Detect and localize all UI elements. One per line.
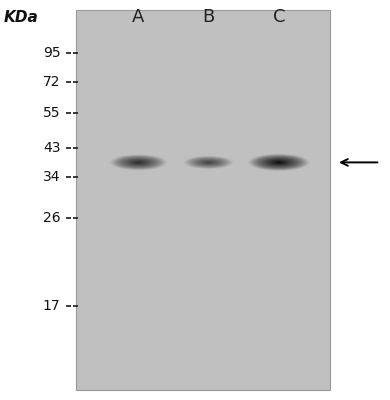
Ellipse shape — [135, 162, 142, 163]
Ellipse shape — [267, 159, 291, 166]
Ellipse shape — [256, 156, 301, 169]
Ellipse shape — [125, 159, 152, 166]
Ellipse shape — [268, 159, 289, 166]
Text: A: A — [132, 8, 145, 26]
Ellipse shape — [136, 162, 140, 163]
Ellipse shape — [128, 159, 149, 166]
Ellipse shape — [208, 162, 209, 163]
Ellipse shape — [137, 162, 140, 163]
Ellipse shape — [249, 154, 309, 171]
Ellipse shape — [191, 158, 226, 167]
Ellipse shape — [262, 158, 296, 167]
Text: 55: 55 — [43, 106, 60, 120]
Bar — [76, 10, 330, 390]
Ellipse shape — [276, 162, 282, 163]
Ellipse shape — [201, 160, 216, 164]
Ellipse shape — [200, 160, 218, 165]
Ellipse shape — [265, 158, 293, 166]
Ellipse shape — [204, 161, 213, 164]
Ellipse shape — [271, 160, 286, 164]
Ellipse shape — [253, 155, 305, 170]
Ellipse shape — [199, 160, 218, 165]
Ellipse shape — [266, 159, 292, 166]
Ellipse shape — [261, 157, 297, 168]
Ellipse shape — [129, 160, 147, 165]
Ellipse shape — [122, 158, 154, 167]
Ellipse shape — [272, 160, 285, 164]
Ellipse shape — [206, 162, 211, 163]
Ellipse shape — [121, 158, 156, 167]
Ellipse shape — [269, 160, 289, 165]
Ellipse shape — [114, 156, 163, 169]
Ellipse shape — [251, 154, 307, 170]
Ellipse shape — [187, 156, 230, 168]
Ellipse shape — [111, 155, 166, 170]
Ellipse shape — [195, 159, 222, 166]
Text: 95: 95 — [43, 46, 60, 60]
Ellipse shape — [116, 156, 161, 168]
Ellipse shape — [185, 156, 232, 169]
Ellipse shape — [190, 157, 228, 168]
Ellipse shape — [257, 156, 300, 168]
Ellipse shape — [186, 156, 232, 168]
Ellipse shape — [113, 155, 164, 170]
Ellipse shape — [248, 154, 310, 171]
Ellipse shape — [277, 162, 281, 163]
Text: C: C — [273, 8, 285, 26]
Ellipse shape — [263, 158, 295, 167]
Text: 34: 34 — [43, 170, 60, 184]
Ellipse shape — [254, 156, 303, 169]
Ellipse shape — [115, 156, 161, 169]
Ellipse shape — [275, 161, 283, 164]
Ellipse shape — [130, 160, 147, 165]
Ellipse shape — [270, 160, 287, 165]
Ellipse shape — [135, 161, 142, 164]
Ellipse shape — [119, 157, 158, 168]
Ellipse shape — [117, 156, 160, 168]
Ellipse shape — [259, 157, 298, 168]
Text: 17: 17 — [43, 299, 60, 313]
Ellipse shape — [278, 162, 280, 163]
Ellipse shape — [133, 161, 144, 164]
Ellipse shape — [188, 157, 230, 168]
Ellipse shape — [109, 154, 168, 170]
Ellipse shape — [197, 159, 220, 166]
Ellipse shape — [128, 160, 149, 165]
Ellipse shape — [252, 155, 306, 170]
Ellipse shape — [133, 161, 144, 164]
Ellipse shape — [255, 156, 302, 169]
Ellipse shape — [188, 157, 229, 168]
Ellipse shape — [250, 154, 308, 170]
Ellipse shape — [202, 160, 216, 164]
Ellipse shape — [207, 162, 211, 163]
Ellipse shape — [120, 157, 156, 168]
Text: 72: 72 — [43, 75, 60, 89]
Ellipse shape — [126, 159, 151, 166]
Ellipse shape — [118, 157, 159, 168]
Ellipse shape — [193, 158, 225, 166]
Ellipse shape — [131, 160, 145, 164]
Ellipse shape — [184, 156, 233, 169]
Text: B: B — [202, 8, 215, 26]
Ellipse shape — [112, 155, 165, 170]
Ellipse shape — [124, 158, 152, 166]
Ellipse shape — [259, 157, 299, 168]
Ellipse shape — [110, 154, 167, 170]
Text: 43: 43 — [43, 141, 60, 155]
Ellipse shape — [204, 161, 214, 164]
Text: KDa: KDa — [4, 10, 39, 26]
Ellipse shape — [192, 158, 225, 167]
Ellipse shape — [273, 161, 284, 164]
Ellipse shape — [198, 160, 219, 165]
Ellipse shape — [195, 159, 223, 166]
Ellipse shape — [190, 158, 227, 167]
Ellipse shape — [205, 162, 212, 163]
Ellipse shape — [123, 158, 154, 166]
Ellipse shape — [202, 161, 215, 164]
Ellipse shape — [264, 158, 294, 166]
Ellipse shape — [197, 159, 221, 166]
Text: 26: 26 — [43, 211, 60, 225]
Ellipse shape — [183, 156, 234, 169]
Ellipse shape — [194, 158, 223, 166]
